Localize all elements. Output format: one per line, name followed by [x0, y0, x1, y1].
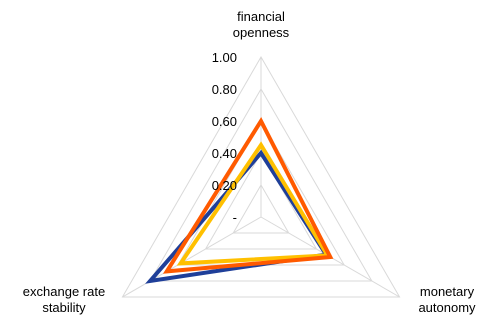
- grid-ring-2: [204, 152, 318, 250]
- axis-label-0-line-1: openness: [233, 25, 290, 40]
- series-line-2: [162, 116, 334, 274]
- tick-label-3: 0.60: [212, 114, 237, 129]
- series-line-1: [176, 141, 331, 266]
- axis-label-2-line-1: stability: [42, 300, 86, 315]
- tick-label-5: 1.00: [212, 50, 237, 65]
- axis-label-0: financial openness: [233, 9, 290, 40]
- grid-ring-1: [232, 183, 290, 234]
- tick-label-0: -: [233, 210, 237, 225]
- radial-tick-labels: - 0.20 0.40 0.60 0.80 1.00: [212, 50, 237, 225]
- tick-label-1: 0.20: [212, 178, 237, 193]
- axis-label-1-line-1: autonomy: [418, 300, 476, 315]
- series-line-0: [145, 149, 330, 284]
- grid-ring-5: [121, 55, 401, 298]
- axis-label-2-line-0: exchange rate: [23, 284, 105, 299]
- axis-label-0-line-0: financial: [237, 9, 285, 24]
- axis-label-1: monetary autonomy: [418, 284, 476, 315]
- radar-series: [145, 116, 334, 284]
- axis-label-2: exchange rate stability: [23, 284, 105, 315]
- grid-ring-4: [149, 88, 373, 282]
- tick-label-4: 0.80: [212, 82, 237, 97]
- axis-label-1-line-0: monetary: [420, 284, 475, 299]
- axis-labels: financial openness monetary autonomy exchang…: [23, 9, 476, 315]
- tick-label-2: 0.40: [212, 146, 237, 161]
